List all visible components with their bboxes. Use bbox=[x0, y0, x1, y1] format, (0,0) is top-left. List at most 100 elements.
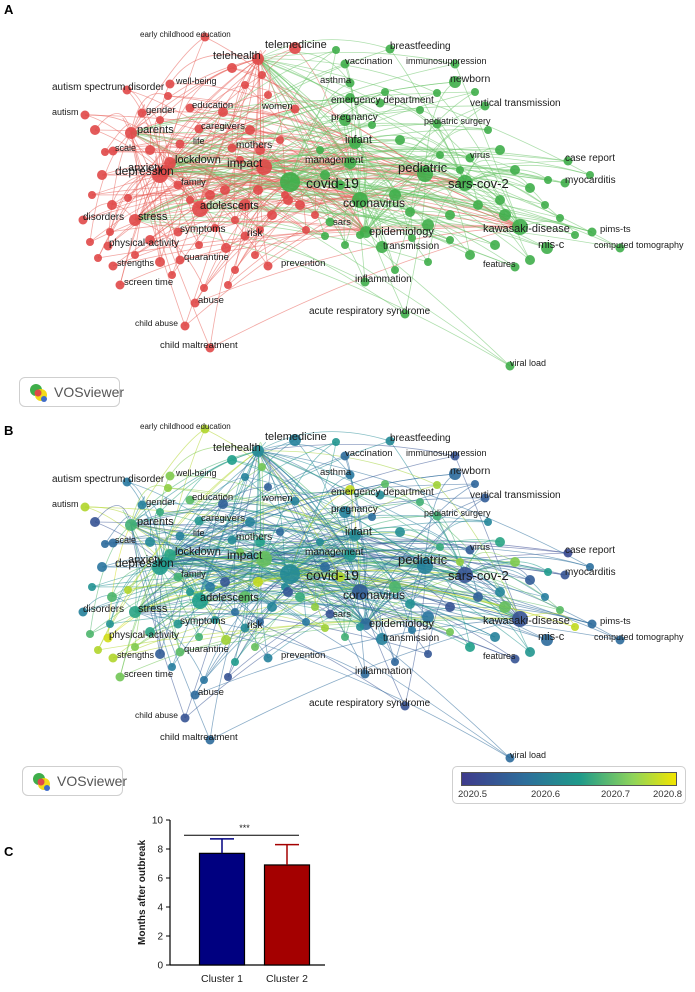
network-edge bbox=[359, 199, 471, 256]
network-node bbox=[345, 93, 355, 103]
network-node bbox=[251, 251, 259, 259]
network-node bbox=[424, 258, 432, 266]
network-edge bbox=[257, 58, 438, 94]
network-edge bbox=[134, 219, 511, 367]
keyword-label-child-maltreatment: child maltreatment bbox=[160, 732, 238, 743]
keyword-label-immunosuppression: immunosuppression bbox=[406, 56, 487, 66]
network-edge bbox=[149, 541, 361, 593]
network-edge bbox=[464, 556, 591, 576]
network-node bbox=[245, 517, 255, 527]
node-gender bbox=[137, 500, 147, 510]
keyword-label-risk: risk bbox=[247, 228, 264, 239]
network-edge bbox=[324, 158, 426, 176]
network-node bbox=[311, 211, 319, 219]
network-edge bbox=[344, 142, 361, 246]
network-node bbox=[283, 195, 293, 205]
network-node bbox=[471, 88, 479, 96]
network-edge bbox=[199, 206, 451, 241]
network-node bbox=[236, 548, 244, 556]
node-inflammation bbox=[360, 669, 370, 679]
keyword-label-scale: scale bbox=[115, 535, 136, 545]
network-edge bbox=[194, 618, 521, 696]
network-edge bbox=[130, 450, 259, 526]
keyword-label-abuse: abuse bbox=[198, 295, 224, 306]
network-node bbox=[101, 148, 109, 156]
node-gender bbox=[137, 108, 147, 118]
node-child-maltreatment bbox=[205, 735, 215, 745]
network-edge bbox=[89, 166, 265, 243]
keyword-label-sars: sars bbox=[333, 609, 351, 620]
network-node bbox=[276, 136, 284, 144]
bar-chart-c: 0 2 4 6 8 10 Months after outbreak Cluster 1 Clu… bbox=[137, 816, 325, 985]
node-mis-c bbox=[541, 242, 553, 254]
keyword-label-coronavirus: coronavirus bbox=[343, 588, 405, 602]
network-edge bbox=[169, 554, 576, 628]
keyword-label-gender: gender bbox=[146, 497, 176, 508]
network-edge bbox=[130, 132, 451, 216]
keyword-label-lockdown: lockdown bbox=[175, 154, 221, 166]
network-nodes-a bbox=[78, 32, 625, 371]
network-edge bbox=[164, 74, 263, 172]
keyword-label-inflammation: inflammation bbox=[355, 274, 412, 285]
network-node bbox=[258, 71, 266, 79]
network-node bbox=[320, 170, 330, 180]
network-node bbox=[145, 235, 155, 245]
node-management bbox=[344, 157, 356, 169]
network-node bbox=[156, 116, 164, 124]
keyword-label-autism-spectrum-disorder: autism spectrum disorder bbox=[52, 474, 165, 485]
network-edge bbox=[257, 431, 391, 452]
network-node bbox=[484, 518, 492, 526]
network-node bbox=[211, 616, 219, 624]
node-newborn bbox=[449, 76, 461, 88]
network-node bbox=[156, 508, 164, 516]
network-edge bbox=[464, 164, 591, 184]
node-quarantine bbox=[175, 647, 185, 657]
node-early-childhood-education bbox=[200, 32, 210, 42]
network-edge bbox=[257, 450, 429, 655]
network-node bbox=[495, 537, 505, 547]
overlay-color-gradient bbox=[461, 772, 677, 786]
node-pediatric-surgery bbox=[432, 119, 442, 129]
network-node bbox=[473, 592, 483, 602]
network-node bbox=[186, 196, 194, 204]
node-immunosuppression bbox=[450, 59, 460, 69]
network-node bbox=[341, 633, 349, 641]
network-node bbox=[311, 603, 319, 611]
network-node bbox=[124, 194, 132, 202]
keyword-label-telehealth: telehealth bbox=[213, 442, 261, 454]
keyword-label-symptoms: symptoms bbox=[180, 224, 226, 235]
network-edge bbox=[149, 162, 351, 241]
network-edge bbox=[257, 450, 326, 568]
keyword-label-mothers: mothers bbox=[236, 532, 272, 543]
node-women bbox=[290, 496, 300, 506]
node-symptoms bbox=[173, 227, 183, 237]
network-node bbox=[211, 224, 219, 232]
network-node bbox=[368, 121, 376, 129]
network-edge bbox=[464, 175, 546, 206]
node-autism-spectrum-disorder bbox=[122, 477, 132, 487]
network-edge bbox=[289, 531, 401, 575]
network-edge bbox=[257, 450, 396, 588]
network-edge bbox=[199, 193, 561, 219]
network-edge bbox=[130, 524, 451, 608]
network-node bbox=[473, 200, 483, 210]
network-edge bbox=[287, 586, 367, 625]
network-edge bbox=[169, 162, 576, 236]
network-node bbox=[256, 618, 264, 626]
network-node bbox=[251, 643, 259, 651]
network-node bbox=[320, 562, 330, 572]
network-node bbox=[221, 243, 231, 253]
keyword-label-autism: autism bbox=[52, 107, 79, 117]
keyword-label-symptoms: symptoms bbox=[180, 616, 226, 627]
network-node bbox=[381, 88, 389, 96]
network-node bbox=[220, 577, 230, 587]
keyword-label-well-being: well-being bbox=[175, 76, 217, 86]
node-acute-respiratory-syndrome bbox=[400, 309, 410, 319]
network-labels-b: early childhood education telemedicine tel… bbox=[52, 422, 684, 760]
network-edge bbox=[199, 483, 476, 602]
keyword-label-vertical-transmission: vertical transmission bbox=[470, 98, 561, 109]
node-well-being bbox=[165, 79, 175, 89]
node-asthma bbox=[345, 470, 355, 480]
node-mis-c bbox=[541, 634, 553, 646]
network-node bbox=[321, 624, 329, 632]
